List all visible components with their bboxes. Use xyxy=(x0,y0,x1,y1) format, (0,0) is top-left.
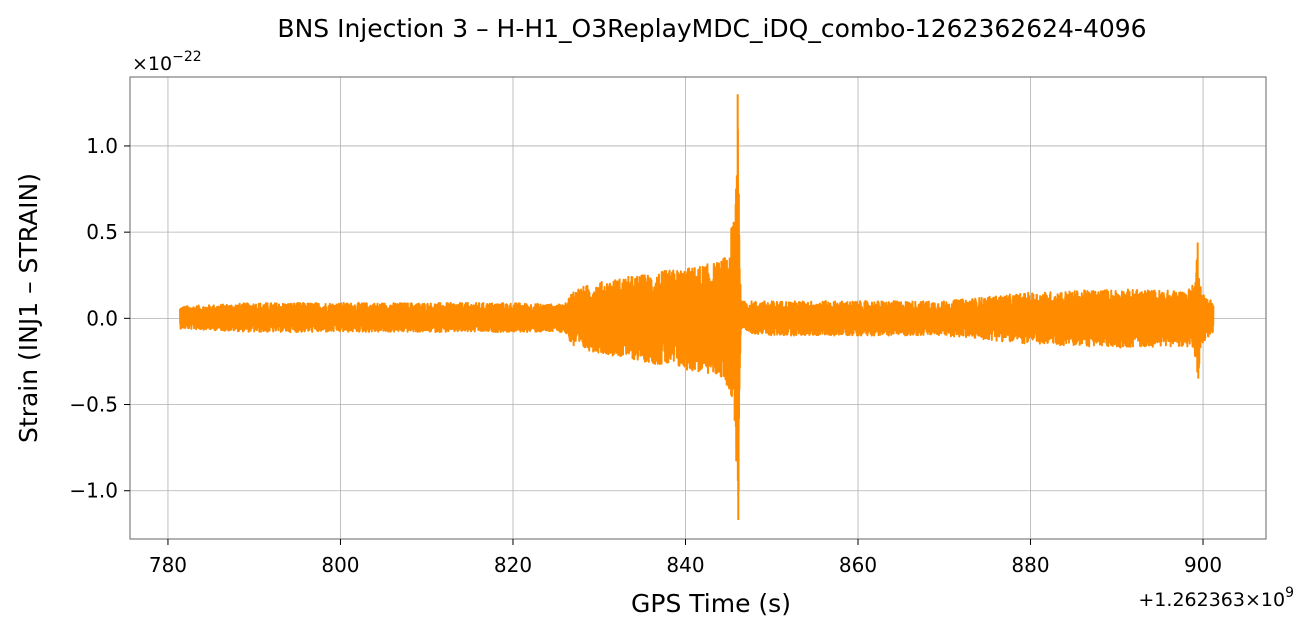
y-tick-label: −0.5 xyxy=(69,393,118,417)
chart-title: BNS Injection 3 – H-H1_O3ReplayMDC_iDQ_c… xyxy=(277,14,1146,43)
y-tick-label: −1.0 xyxy=(69,479,118,503)
plot-frame xyxy=(129,76,1267,540)
x-axis-label: GPS Time (s) xyxy=(631,589,791,618)
x-tick-label: 780 xyxy=(149,553,187,577)
x-offset-base: +1.262363×10 xyxy=(1138,589,1285,611)
strain-line xyxy=(179,94,1215,521)
x-tick-label: 800 xyxy=(321,553,359,577)
x-tick-label: 880 xyxy=(1011,553,1049,577)
y-tick-label: 0.5 xyxy=(86,220,118,244)
strain-series xyxy=(179,94,1215,521)
x-offset-exponent: 9 xyxy=(1285,585,1294,601)
y-tick-label: 1.0 xyxy=(86,134,118,158)
y-scale-exponent: −22 xyxy=(172,49,202,65)
y-tick-label: 0.0 xyxy=(86,306,118,330)
x-axis-ticks: 780 800 820 840 860 880 900 xyxy=(149,539,1222,577)
y-axis-ticks: 1.0 0.5 0.0 −0.5 −1.0 xyxy=(69,134,130,503)
x-tick-label: 900 xyxy=(1184,553,1222,577)
x-tick-label: 820 xyxy=(494,553,532,577)
x-tick-label: 860 xyxy=(839,553,877,577)
y-scale-base: ×10 xyxy=(132,53,172,75)
x-tick-label: 840 xyxy=(666,553,704,577)
y-axis-label: Strain (INJ1 – STRAIN) xyxy=(14,173,43,443)
y-scale-factor: ×10−22 xyxy=(132,49,202,75)
x-offset-label: +1.262363×109 xyxy=(1138,585,1294,611)
